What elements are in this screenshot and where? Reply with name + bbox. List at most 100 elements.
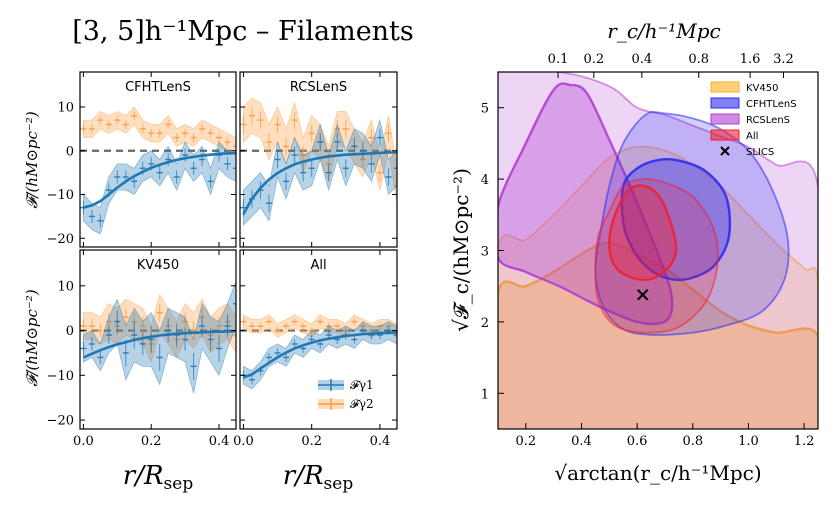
- error-bar: [165, 152, 172, 167]
- x-tick-label: 1.2: [794, 434, 815, 449]
- panel-plot-area: [80, 106, 236, 235]
- error-bar: [224, 157, 231, 171]
- xlabel-left: r/Rsep: [123, 461, 194, 494]
- error-bar: [394, 177, 397, 195]
- error-bar: [122, 339, 129, 367]
- legend-right-label: SLICS: [746, 147, 774, 158]
- model-curve: [82, 329, 236, 359]
- model-curve: [242, 151, 397, 215]
- error-bar: [224, 137, 231, 147]
- error-band-1: [243, 321, 397, 390]
- legend-left-item: 𝓕γ1: [318, 378, 374, 392]
- y-tick-label: 4: [481, 173, 489, 188]
- model-curve: [242, 331, 397, 379]
- y-tick-label: 3: [481, 245, 489, 260]
- contour-all-2sigma: [594, 178, 719, 334]
- legend-right-label: RCSLenS: [746, 115, 790, 126]
- error-bar: [283, 352, 290, 362]
- legend-right-label: KV450: [746, 83, 779, 94]
- error-bar: [334, 133, 341, 151]
- error-bar: [283, 322, 290, 330]
- error-bar: [359, 142, 366, 160]
- y-tick-label: 5: [481, 102, 489, 117]
- error-bar: [257, 322, 264, 330]
- error-band-2: [83, 293, 236, 364]
- xlabel-subscript: sep: [164, 474, 194, 494]
- error-bar: [156, 166, 163, 180]
- error-bar: [368, 128, 375, 147]
- error-bar: [207, 128, 214, 138]
- legend-marker: [720, 146, 730, 156]
- error-bar: [274, 115, 281, 134]
- panel-rcslens: RCSLenS: [239, 71, 398, 248]
- error-bar: [266, 194, 273, 212]
- error-bar: [88, 124, 95, 134]
- top-tick-label: 1.6: [740, 52, 761, 67]
- error-bar: [190, 352, 197, 380]
- panel-all: All 0.0 0.2 0.4: [233, 249, 398, 449]
- legend-left-item: 𝓕γ2: [318, 397, 374, 411]
- error-bar: [257, 111, 264, 129]
- error-bar: [88, 319, 95, 333]
- y-tick-label: 10: [57, 279, 74, 294]
- x-tick-label: 0.4: [370, 434, 391, 449]
- error-bar: [376, 128, 383, 147]
- model-curve: [83, 151, 236, 209]
- error-bar: [317, 133, 324, 151]
- contour-plot-area: [498, 72, 818, 429]
- error-bar: [224, 314, 231, 338]
- error-bar: [148, 128, 155, 138]
- x-tick-label: 0.4: [571, 434, 592, 449]
- x-tick-label: 0.0: [233, 434, 254, 449]
- error-bar: [368, 155, 375, 173]
- contour-kv450-1sigma: [498, 241, 818, 429]
- top-tick-label: 0.1: [548, 52, 569, 67]
- x-tick-label: 1.0: [738, 434, 759, 449]
- error-bar: [291, 318, 298, 325]
- contour-cfhtlens-1sigma: [620, 157, 732, 282]
- error-bar: [394, 159, 397, 177]
- x-tick-label: 0.8: [682, 434, 703, 449]
- y-tick-label: −20: [47, 414, 74, 429]
- contour-all-1sigma: [608, 184, 678, 282]
- error-bar: [385, 168, 392, 186]
- error-bar: [190, 133, 197, 142]
- top-tick-label: 0.2: [583, 52, 604, 67]
- error-bar: [351, 137, 358, 156]
- slics-marker-stroke: [636, 289, 649, 301]
- error-bar: [216, 133, 223, 142]
- error-bar: [308, 124, 315, 142]
- error-bar: [334, 322, 341, 330]
- error-band-2: [243, 97, 397, 204]
- top-tick-label: 0.8: [688, 52, 709, 67]
- error-bar: [88, 337, 95, 351]
- y-tick-label: 1: [481, 387, 489, 402]
- error-bar: [283, 137, 290, 156]
- panel-cfhtlens: CFHTLenS 10 0 −10 −20: [47, 71, 237, 248]
- legend-right-label: All: [746, 131, 758, 142]
- error-bar: [376, 163, 383, 182]
- xlabel-right: r/Rsep: [283, 461, 354, 494]
- error-band-1: [83, 141, 236, 235]
- error-bar: [156, 303, 163, 322]
- error-bar: [325, 163, 332, 182]
- error-bar: [248, 107, 255, 125]
- error-bar: [173, 133, 180, 142]
- panel-label: KV450: [137, 258, 179, 273]
- error-bar: [173, 170, 180, 184]
- top-tick-label: 3.2: [773, 52, 794, 67]
- error-bar: [122, 120, 129, 129]
- panel-label: All: [310, 258, 326, 273]
- panel-frame: [239, 71, 398, 248]
- error-bar: [317, 318, 324, 325]
- error-bar: [291, 111, 298, 129]
- y-tick-label: −10: [47, 188, 74, 203]
- error-bar: [182, 128, 189, 138]
- panel-frame: [79, 71, 237, 248]
- panel-label: CFHTLenS: [125, 80, 191, 95]
- error-band-1: [243, 118, 397, 227]
- legend-left-label: 𝓕γ1: [350, 378, 374, 392]
- slics-marker: [636, 289, 649, 301]
- error-bar: [240, 318, 247, 325]
- x-tick-label: 0.4: [209, 434, 230, 449]
